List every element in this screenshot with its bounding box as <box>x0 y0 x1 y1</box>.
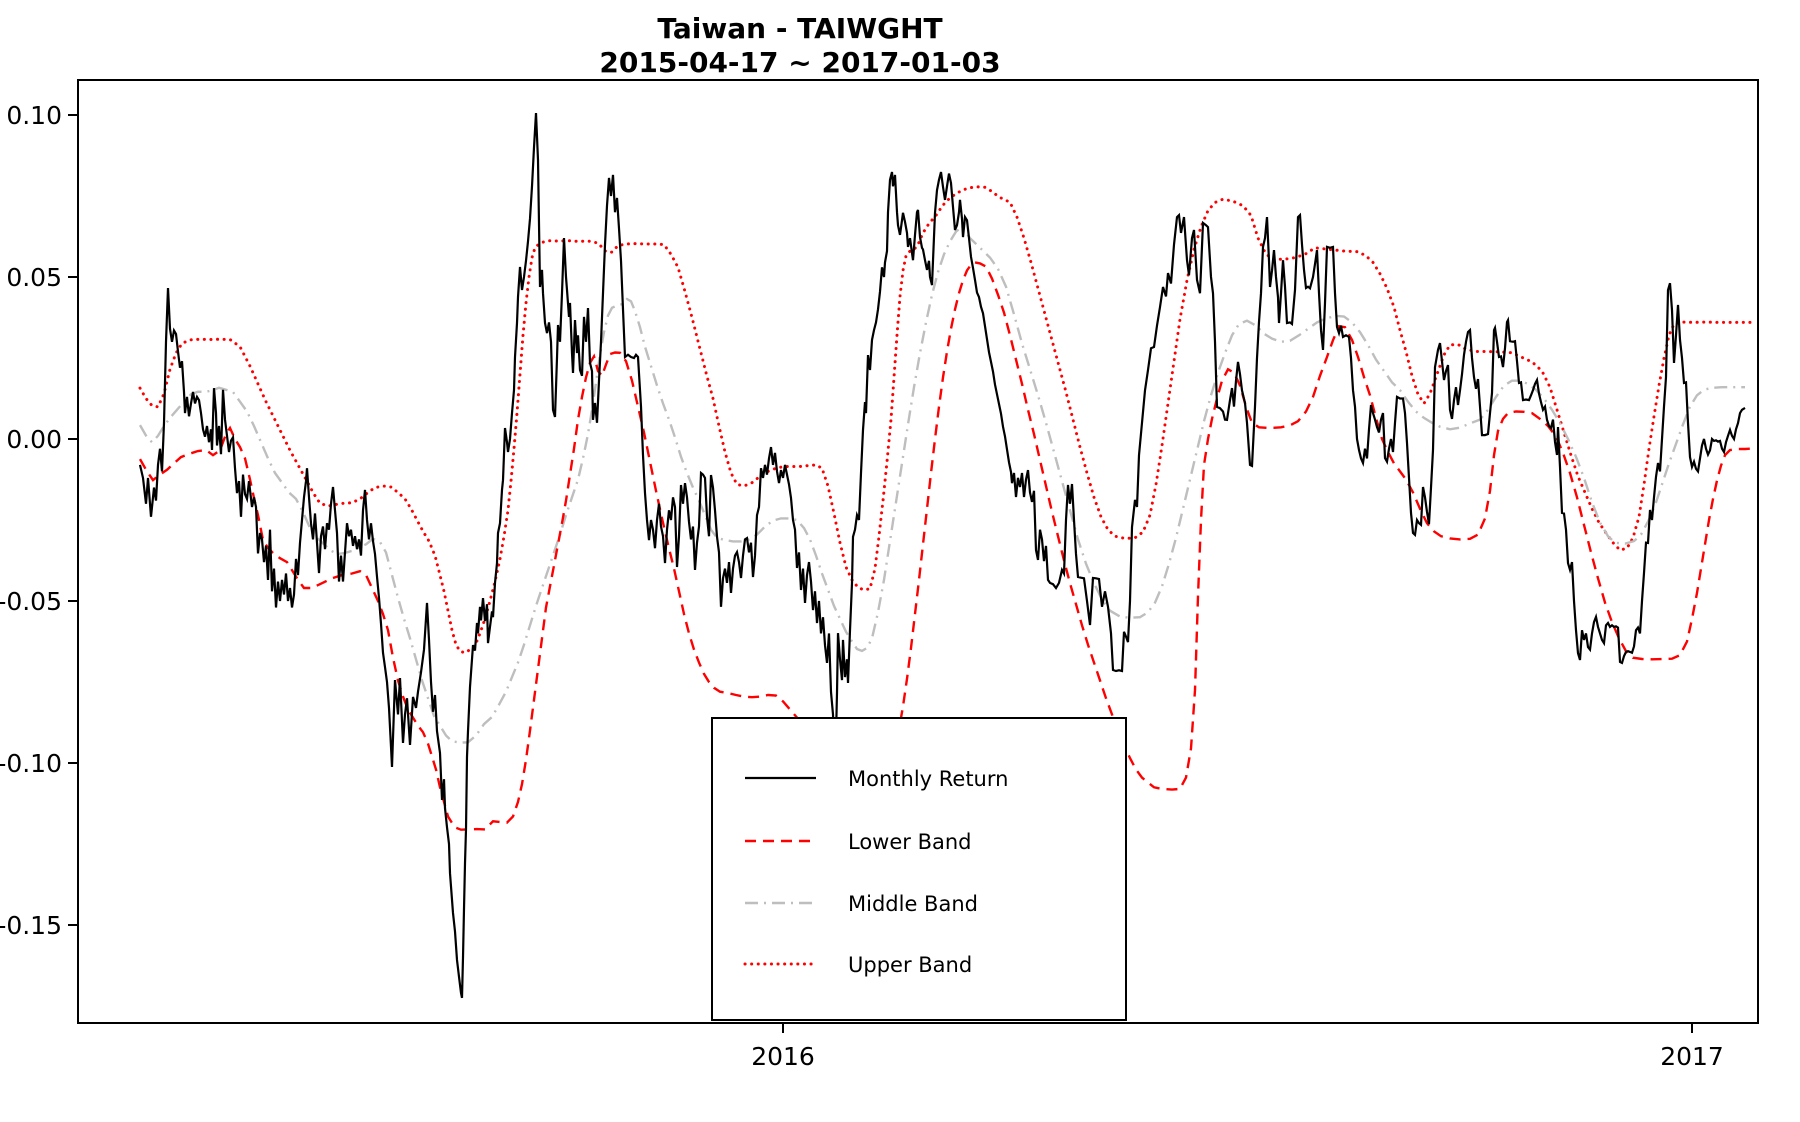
legend-label-monthly-return: Monthly Return <box>848 767 1008 791</box>
y-tick-label: -0.15 <box>0 911 62 940</box>
series-monthly-return <box>138 113 1746 999</box>
y-tick-label: 0.00 <box>6 425 62 454</box>
series-upper-band <box>138 185 1752 655</box>
legend-label-middle-band: Middle Band <box>848 892 978 916</box>
series-lower-band <box>138 261 1751 831</box>
x-tick-label-2016: 2016 <box>751 1042 815 1071</box>
chart-title-block: Taiwan - TAIWGHT 2015-04-17 ~ 2017-01-03 <box>0 12 1600 80</box>
plot-area-border <box>77 79 1759 1024</box>
x-tick-label-2017: 2017 <box>1660 1042 1724 1071</box>
legend-label-upper-band: Upper Band <box>848 953 972 977</box>
y-tick-label: -0.05 <box>0 587 62 616</box>
chart-subtitle: 2015-04-17 ~ 2017-01-03 <box>599 46 1001 79</box>
series-middle-band <box>138 225 1745 744</box>
y-tick-label: 0.05 <box>6 263 62 292</box>
chart-title: Taiwan - TAIWGHT <box>657 12 943 45</box>
legend-box <box>711 717 1127 1021</box>
y-tick-label: 0.10 <box>6 101 62 130</box>
y-tick-label: -0.10 <box>0 749 62 778</box>
legend-label-lower-band: Lower Band <box>848 830 972 854</box>
